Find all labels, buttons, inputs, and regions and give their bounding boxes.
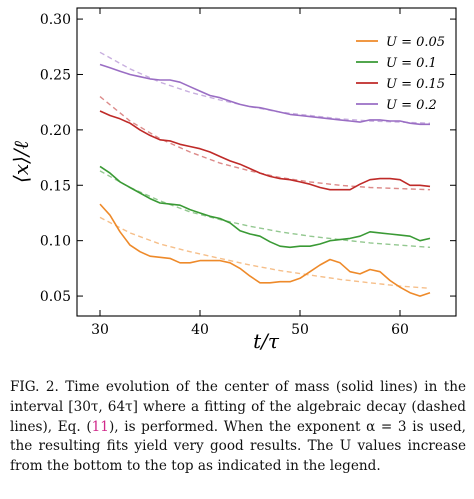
figure-caption: FIG. 2. Time evolution of the center of … — [10, 378, 466, 477]
x-tick-label: 50 — [291, 322, 309, 338]
y-tick-label: 0.20 — [40, 123, 71, 139]
data-line-series-2 — [99, 165, 431, 249]
y-axis-label: ⟨x⟩/ℓ — [9, 140, 33, 183]
y-tick-label: 0.10 — [40, 234, 71, 250]
fit-lines-group — [99, 51, 431, 289]
legend-label-series-4: U = 0.2 — [386, 98, 437, 113]
figure-chart: 30 40 50 60 0.05 0.10 0.15 0.20 0.25 0.30 t/τ ⟨x⟩… — [9, 7, 457, 353]
data-line-series-4 — [99, 63, 430, 126]
legend-label-series-3: U = 0.15 — [386, 77, 445, 92]
fit-line-series-1 — [99, 216, 431, 289]
fit-line-series-4 — [99, 51, 431, 124]
data-line-series-1 — [99, 203, 431, 297]
x-tick-label: 30 — [91, 322, 109, 338]
x-tick-label: 60 — [391, 322, 409, 338]
data-line-series-3 — [99, 110, 431, 191]
caption-text: FIG. 2. Time evolution of the center of … — [10, 379, 466, 435]
y-tick-label: 0.30 — [40, 12, 71, 28]
axis-ticks-group: 30 40 50 60 0.05 0.10 0.15 0.20 0.25 0.30 — [40, 8, 456, 338]
y-tick-label: 0.25 — [40, 67, 71, 83]
fit-line-series-3 — [99, 96, 431, 191]
plot-frame — [76, 7, 457, 317]
legend-label-series-2: U = 0.1 — [386, 56, 437, 71]
fit-line-series-2 — [99, 170, 431, 248]
x-axis-label: t/τ — [253, 329, 280, 353]
y-tick-label: 0.15 — [40, 178, 71, 194]
legend: U = 0.05 U = 0.1 U = 0.15 U = 0.2 — [356, 35, 445, 113]
equation-reference-link[interactable]: 11 — [91, 418, 109, 435]
caption-text-continued: ), is performed. When the exponent α = 3… — [10, 418, 466, 475]
legend-label-series-1: U = 0.05 — [386, 35, 445, 50]
x-tick-label: 40 — [191, 322, 209, 338]
y-tick-label: 0.05 — [40, 289, 71, 305]
data-lines-group — [99, 63, 431, 297]
